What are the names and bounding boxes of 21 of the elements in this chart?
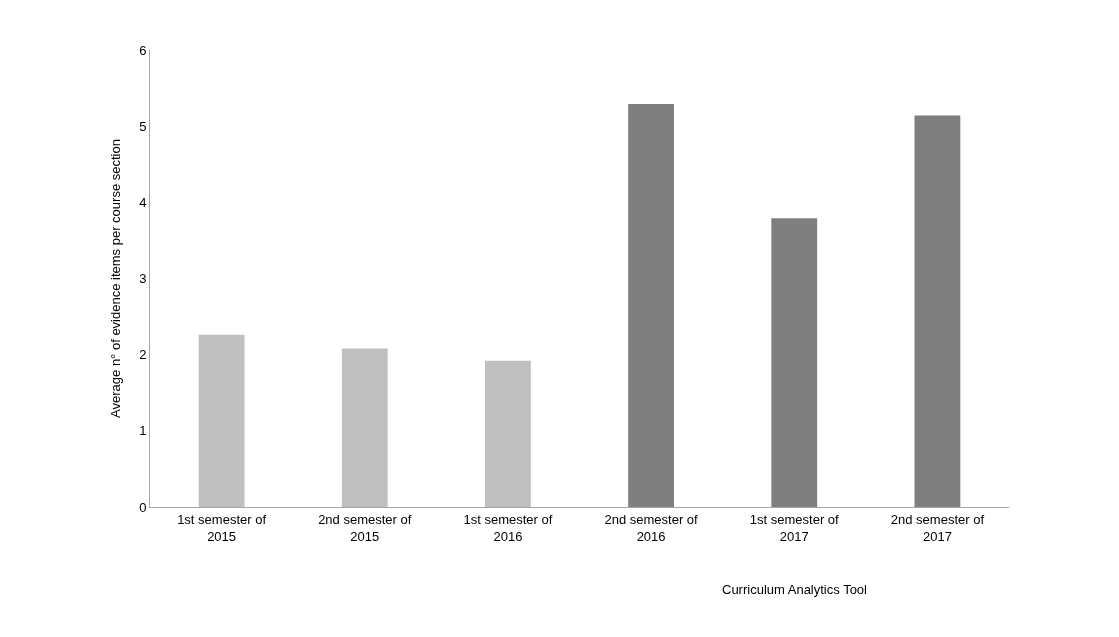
y-tick-label: 4 [139, 194, 147, 210]
y-tick-label: 0 [139, 499, 147, 515]
x-tick-label: 1st semester of 2015 [177, 511, 267, 544]
bar [628, 104, 674, 507]
bar [341, 348, 388, 507]
y-tick-label: 1 [139, 423, 147, 439]
x-tick-label: 1st semester of 2017 [749, 511, 840, 544]
y-tick-label: 5 [139, 118, 147, 134]
bar [485, 360, 531, 507]
bar [914, 115, 961, 507]
y-axis-title: Average n° of evidence items per course section [108, 139, 124, 418]
x-tick-label: 1st semester of 2016 [463, 511, 553, 544]
x-tick-label: 2nd semester of 2016 [604, 511, 699, 544]
x-tick-label: 2nd semester of 2015 [318, 511, 412, 544]
y-tick-label: 2 [139, 347, 147, 363]
text: Curriculum Analytics Tool [722, 582, 868, 597]
y-tick-label: 6 [139, 42, 147, 58]
x-tick-label: 2nd semester of 2017 [890, 511, 985, 544]
bar [198, 334, 245, 507]
y-tick-label: 3 [139, 271, 147, 287]
bar [771, 218, 818, 507]
